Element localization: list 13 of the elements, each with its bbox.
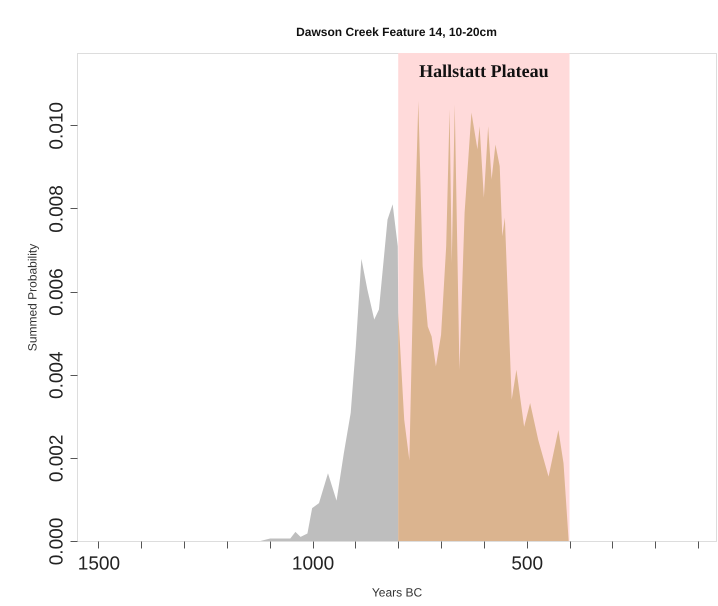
y-tick-label: 0.010 (46, 102, 68, 150)
chart-title: Dawson Creek Feature 14, 10-20cm (296, 25, 497, 39)
x-tick-label: 1000 (292, 554, 334, 574)
y-tick-label: 0.008 (46, 185, 68, 233)
y-tick-label: 0.002 (46, 434, 68, 482)
x-tick-label: 500 (511, 554, 544, 574)
y-tick-label: 0.004 (46, 351, 68, 400)
y-tick-label: 0.000 (46, 518, 68, 566)
y-axis-title: Summed Probability (26, 244, 40, 352)
band-label: Hallstatt Plateau (419, 61, 549, 81)
x-tick-label: 1500 (78, 554, 120, 574)
y-tick-label: 0.006 (46, 268, 68, 316)
x-axis-title: Years BC (372, 586, 422, 600)
